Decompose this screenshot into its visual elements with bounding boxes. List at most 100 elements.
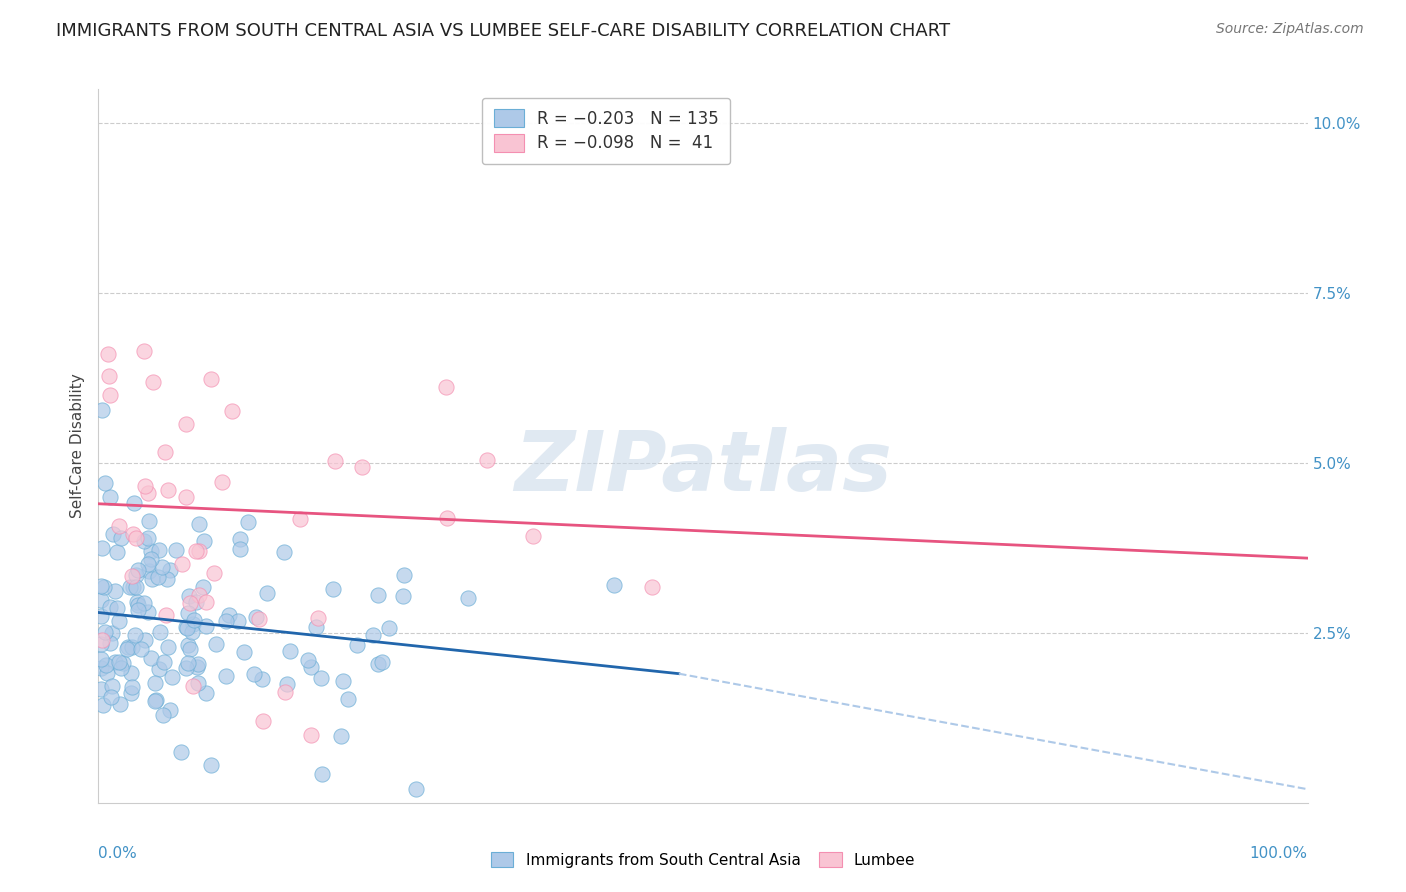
Point (90, 579, 112, 593)
Point (98, 369, 121, 384)
Point (195, 686, 218, 700)
Point (299, 660, 322, 674)
Text: 0.0%: 0.0% (98, 846, 138, 861)
Point (273, 544, 295, 558)
Point (179, 642, 201, 657)
Point (475, 452, 498, 467)
Point (186, 595, 208, 609)
Point (122, 527, 145, 541)
Point (117, 640, 139, 654)
Point (138, 564, 160, 578)
Text: 100.0%: 100.0% (1250, 846, 1308, 861)
Point (522, 529, 544, 543)
Point (139, 544, 162, 558)
Point (138, 514, 160, 528)
Point (174, 417, 197, 431)
Point (183, 613, 205, 627)
Point (215, 615, 238, 629)
Point (127, 599, 149, 613)
Point (110, 661, 132, 675)
Point (367, 588, 389, 602)
Point (202, 566, 225, 580)
Point (134, 478, 156, 492)
Point (392, 568, 415, 582)
Point (159, 563, 181, 577)
Point (90, 541, 112, 556)
Point (111, 656, 134, 670)
Point (139, 651, 162, 665)
Point (305, 620, 328, 634)
Point (188, 588, 211, 602)
Point (94, 475, 117, 490)
Text: ZIPatlas: ZIPatlas (515, 427, 891, 508)
Point (90, 609, 112, 624)
Point (143, 676, 166, 690)
Point (118, 580, 141, 594)
Point (149, 625, 172, 640)
Point (121, 640, 143, 654)
Point (436, 510, 458, 524)
Point (378, 621, 401, 635)
Point (174, 619, 197, 633)
Point (311, 767, 333, 781)
Point (156, 640, 179, 655)
Y-axis label: Self-Care Disability: Self-Care Disability (70, 374, 86, 518)
Point (90, 652, 112, 666)
Point (148, 569, 170, 583)
Point (188, 516, 211, 531)
Point (391, 589, 413, 603)
Point (278, 644, 301, 658)
Point (110, 531, 132, 545)
Point (367, 657, 389, 671)
Point (200, 757, 222, 772)
Point (91, 632, 114, 647)
Point (641, 580, 664, 594)
Point (94, 625, 117, 640)
Point (98, 388, 121, 402)
Point (110, 698, 132, 712)
Point (108, 614, 131, 628)
Point (274, 685, 297, 699)
Point (120, 665, 142, 680)
Point (181, 679, 204, 693)
Point (188, 543, 211, 558)
Point (172, 558, 194, 572)
Point (136, 486, 159, 500)
Point (98, 491, 121, 505)
Point (97, 347, 120, 361)
Point (194, 619, 217, 633)
Point (309, 671, 332, 685)
Point (141, 572, 163, 586)
Point (104, 655, 127, 669)
Point (148, 542, 170, 557)
Point (218, 607, 240, 622)
Point (148, 661, 170, 675)
Point (101, 679, 124, 693)
Point (142, 375, 165, 389)
Point (228, 541, 250, 556)
Point (186, 544, 208, 558)
Legend: Immigrants from South Central Asia, Lumbee: Immigrants from South Central Asia, Lumb… (482, 844, 924, 875)
Point (187, 657, 209, 672)
Point (602, 578, 624, 592)
Point (352, 460, 374, 475)
Point (139, 551, 162, 566)
Text: Source: ZipAtlas.com: Source: ZipAtlas.com (1216, 22, 1364, 37)
Point (346, 638, 368, 652)
Point (193, 534, 215, 549)
Point (187, 675, 209, 690)
Point (307, 611, 329, 625)
Legend: R = −0.203   N = 135, R = −0.098   N =  41: R = −0.203 N = 135, R = −0.098 N = 41 (482, 97, 731, 164)
Point (127, 603, 149, 617)
Point (215, 669, 238, 683)
Point (152, 708, 174, 723)
Point (174, 490, 197, 504)
Point (177, 589, 200, 603)
Point (93, 580, 115, 594)
Point (136, 605, 159, 619)
Point (155, 608, 177, 623)
Point (322, 582, 344, 596)
Point (100, 636, 122, 650)
Point (371, 655, 394, 669)
Point (323, 454, 346, 468)
